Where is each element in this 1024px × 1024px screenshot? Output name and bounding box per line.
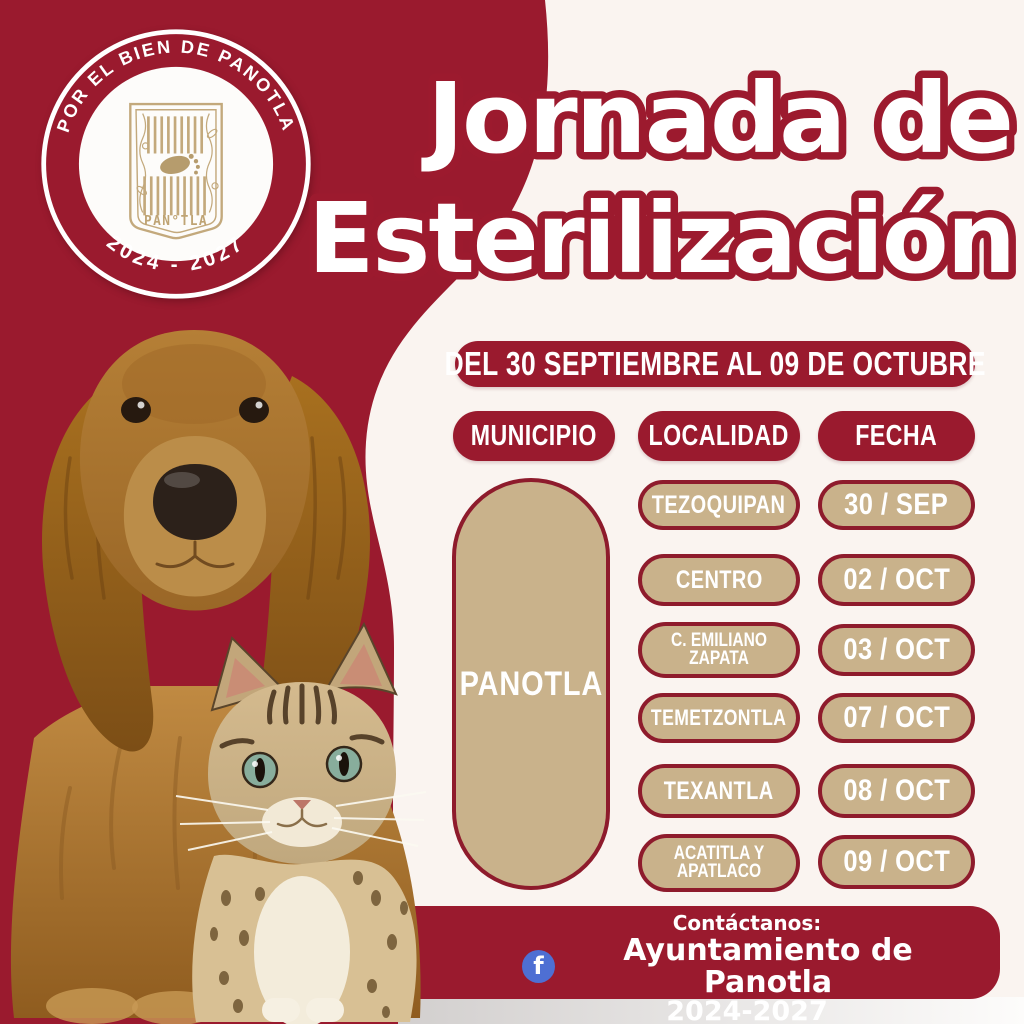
- cat-eye-left: [241, 751, 279, 789]
- cat-spots: [210, 871, 408, 1018]
- locality-label: ACATITLA Y APATLACO: [673, 842, 765, 882]
- date-label: 09 / OCT: [843, 845, 950, 878]
- date-pill: 02 / OCT: [818, 554, 975, 606]
- date-pill: 03 / OCT: [818, 624, 975, 676]
- logo-foot-toes: [188, 153, 200, 175]
- cat-ear-right-inner: [340, 644, 382, 686]
- locality-pill: CENTRO: [638, 554, 800, 606]
- cat-eye-right: [325, 745, 363, 783]
- facebook-page-name: Ayuntamiento de Panotla: [623, 933, 913, 1000]
- facebook-years: 2024-2027: [666, 996, 828, 1024]
- logo-emblem-text: PAN°TLA: [144, 214, 208, 229]
- locality-label: TEXANTLA: [664, 776, 774, 805]
- dog-eye-glint: [255, 401, 263, 409]
- cat-chest: [254, 876, 350, 1024]
- header-municipio: MUNICIPIO: [453, 411, 615, 461]
- facebook-row: f Ayuntamiento de Panotla: [522, 935, 972, 998]
- date-pill: 30 / SEP: [818, 480, 975, 530]
- locality-label: CENTRO: [675, 565, 763, 594]
- cat-whiskers: [175, 791, 427, 851]
- date-range-text: DEL 30 SEPTIEMBRE AL 09 DE OCTUBRE: [444, 345, 986, 382]
- footer-content: Contáctanos: f Ayuntamiento de Panotla 2…: [522, 912, 972, 1024]
- dog-eye-glint: [137, 401, 145, 409]
- cat-ear-left-inner: [226, 658, 265, 698]
- date-label: 07 / OCT: [843, 701, 950, 734]
- locality-label: C. EMILIANO ZAPATA: [670, 629, 768, 669]
- dog-forehead: [122, 344, 266, 424]
- facebook-icon: f: [522, 950, 555, 983]
- logo-emblem: [129, 102, 223, 240]
- header-fecha-label: FECHA: [855, 419, 938, 452]
- contact-label: Contáctanos:: [672, 911, 822, 935]
- header-localidad: LOCALIDAD: [638, 411, 800, 461]
- cat-paw: [262, 998, 300, 1022]
- header-fecha: FECHA: [818, 411, 975, 461]
- bottom-strip: [398, 997, 1024, 1024]
- locality-pill: C. EMILIANO ZAPATA: [638, 622, 800, 678]
- dog-mouth: [155, 540, 235, 569]
- cat-paw: [306, 998, 344, 1022]
- locality-pill: ACATITLA Y APATLACO: [638, 834, 800, 892]
- locality-label: TEZOQUIPAN: [652, 490, 786, 519]
- dog-eye-left: [121, 397, 151, 423]
- poster-title: Jornada de Esterilización: [301, 55, 1024, 303]
- locality-pill: TEZOQUIPAN: [638, 480, 800, 530]
- locality-pill: TEMETZONTLA: [638, 693, 800, 743]
- title-line2: Esterilización: [308, 182, 1014, 295]
- date-label: 30 / SEP: [844, 488, 949, 521]
- header-localidad-label: LOCALIDAD: [648, 419, 790, 452]
- cat-photo: [175, 621, 427, 1024]
- cat-forehead-stripes: [219, 683, 385, 749]
- cat-nose: [293, 800, 311, 810]
- header-municipio-label: MUNICIPIO: [470, 419, 598, 452]
- date-pill: 09 / OCT: [818, 835, 975, 889]
- dog-eye-right: [239, 397, 269, 423]
- cat-muzzle: [262, 797, 342, 847]
- date-pill: 07 / OCT: [818, 693, 975, 743]
- dog-nose: [153, 464, 237, 540]
- date-label: 02 / OCT: [843, 563, 950, 596]
- date-label: 08 / OCT: [843, 774, 950, 807]
- title-line1: Jornada de: [421, 62, 1012, 175]
- logo-foot-glyph: [160, 155, 190, 175]
- municipal-logo: POR EL BIEN DE PANOTLA 2024 - 2027 PAN°T…: [41, 29, 311, 299]
- locality-pill: TEXANTLA: [638, 764, 800, 818]
- dog-paw: [46, 988, 138, 1024]
- municipality-pill: PANOTLA: [452, 478, 610, 890]
- date-label: 03 / OCT: [843, 633, 950, 666]
- dog-nose-highlight: [164, 472, 200, 488]
- locality-label: TEMETZONTLA: [651, 705, 787, 730]
- cat-mouth: [276, 808, 328, 828]
- date-range-banner: DEL 30 SEPTIEMBRE AL 09 DE OCTUBRE: [444, 341, 985, 387]
- municipality-label: PANOTLA: [459, 664, 603, 703]
- date-pill: 08 / OCT: [818, 764, 975, 818]
